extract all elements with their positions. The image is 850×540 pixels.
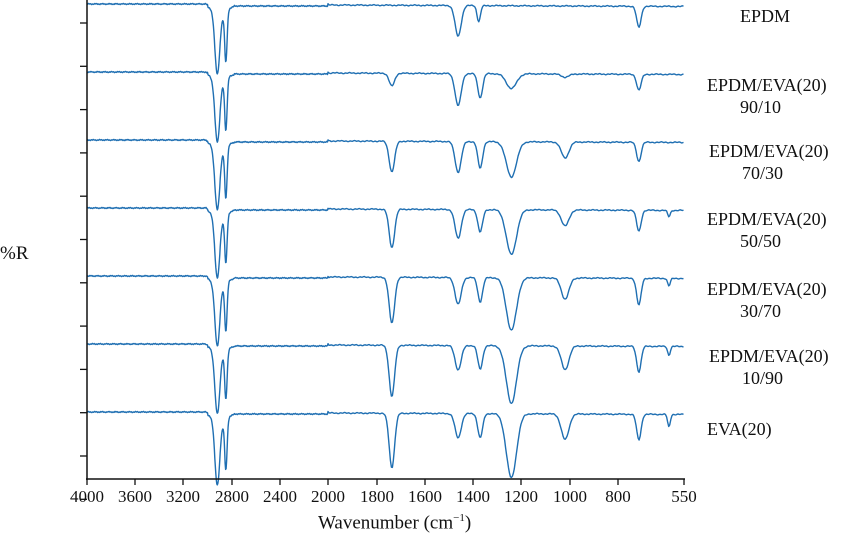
- trace-label-90-10: EPDM/EVA(20) 90/10: [707, 74, 827, 118]
- x-tick-label: 550: [671, 487, 697, 506]
- spectrum-trace: [86, 342, 684, 414]
- x-tick-label: 1400: [456, 487, 490, 506]
- x-axis-label-superscript: −1: [453, 512, 465, 524]
- spectrum-trace: [86, 138, 684, 211]
- x-axis-label-base: Wavenumber (cm: [318, 512, 454, 534]
- axes: 4000 3600 3200 2800 2400 2000 1800 1600 1400 1200…: [70, 0, 697, 506]
- x-tick-label: 2800: [215, 487, 249, 506]
- x-tick-label: 1600: [408, 487, 442, 506]
- x-tick-label: 1000: [553, 487, 587, 506]
- x-tick-label: 1800: [360, 487, 394, 506]
- x-tick-label: 800: [605, 487, 631, 506]
- trace-label-70-30: EPDM/EVA(20) 70/30: [709, 140, 829, 184]
- spectra-traces: [86, 2, 684, 486]
- spectrum-trace: [86, 410, 684, 486]
- trace-label-line1: EVA(20): [707, 419, 772, 439]
- spectrum-trace: [86, 274, 684, 347]
- trace-label-line2: 50/50: [740, 231, 782, 251]
- x-tick-label: 2400: [263, 487, 297, 506]
- y-axis-ticks: [80, 22, 87, 500]
- trace-label-line1: EPDM/EVA(20): [707, 209, 827, 229]
- trace-label-line2: 30/70: [740, 301, 782, 321]
- x-axis-ticks: 4000 3600 3200 2800 2400 2000 1800 1600 1400 1200…: [70, 479, 697, 506]
- trace-label-line1: EPDM: [740, 6, 791, 26]
- x-tick-label: 4000: [70, 487, 104, 506]
- trace-label-line2: 90/10: [740, 97, 782, 117]
- spectrum-trace: [86, 206, 684, 279]
- trace-label-line1: EPDM/EVA(20): [709, 346, 829, 366]
- trace-label-30-70: EPDM/EVA(20) 30/70: [707, 278, 827, 322]
- x-tick-label: 2000: [311, 487, 345, 506]
- trace-label-eva: EVA(20): [707, 418, 772, 440]
- trace-label-line2: 10/90: [742, 368, 784, 388]
- trace-label-line1: EPDM/EVA(20): [707, 75, 827, 95]
- y-axis-label: %R: [0, 243, 29, 264]
- trace-label-50-50: EPDM/EVA(20) 50/50: [707, 208, 827, 252]
- trace-label-epdm: EPDM: [740, 5, 790, 27]
- trace-label-10-90: EPDM/EVA(20) 10/90: [709, 345, 829, 389]
- spectrum-trace: [86, 70, 684, 143]
- trace-label-line1: EPDM/EVA(20): [707, 279, 827, 299]
- x-tick-label: 3200: [166, 487, 200, 506]
- spectrum-trace: [86, 2, 684, 75]
- x-axis-label: Wavenumber (cm−1): [318, 512, 471, 534]
- x-tick-label: 1200: [504, 487, 538, 506]
- trace-label-line2: 70/30: [742, 163, 784, 183]
- trace-label-line1: EPDM/EVA(20): [709, 141, 829, 161]
- x-axis-label-close: ): [464, 512, 472, 534]
- x-tick-label: 3600: [118, 487, 152, 506]
